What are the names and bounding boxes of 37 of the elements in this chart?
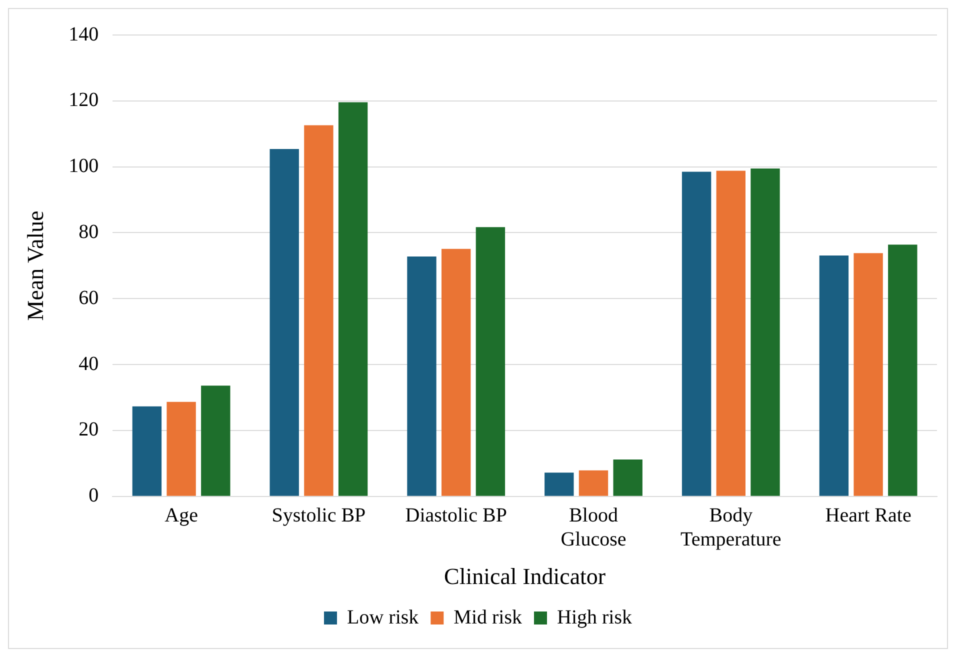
bar	[132, 406, 162, 496]
bar	[476, 227, 506, 496]
x-tick-label: Heart Rate	[825, 504, 912, 527]
legend-label: High risk	[557, 606, 632, 628]
x-tick-label: Systolic BP	[272, 504, 366, 527]
bar	[270, 149, 299, 496]
y-tick-label: 140	[68, 23, 99, 46]
y-tick-label: 60	[78, 286, 99, 309]
bar	[544, 472, 574, 496]
x-tick-label: Blood Glucose	[560, 504, 626, 551]
x-tick-label: Body Temperature	[680, 504, 782, 551]
y-tick-label: 0	[88, 484, 99, 507]
bar	[201, 386, 230, 496]
bar	[888, 244, 918, 496]
bar	[442, 248, 471, 496]
legend-label: Mid risk	[454, 606, 522, 628]
legend-label: Low risk	[347, 606, 419, 628]
y-tick-label: 80	[78, 220, 99, 243]
bar	[716, 170, 746, 496]
bar	[338, 102, 368, 496]
bar	[613, 459, 642, 496]
bar	[750, 168, 780, 496]
bar	[407, 256, 436, 496]
bar	[819, 255, 849, 496]
bar	[166, 402, 196, 496]
y-axis-title: Mean Value	[22, 210, 48, 321]
y-tick-label: 20	[78, 418, 99, 441]
bar	[854, 253, 883, 496]
x-tick-label: Age	[164, 504, 198, 527]
bar	[578, 470, 608, 496]
y-tick-label: 40	[78, 352, 99, 375]
x-axis-title: Clinical Indicator	[444, 564, 606, 590]
y-tick-label: 100	[68, 155, 99, 178]
x-tick-label: Diastolic BP	[405, 504, 507, 527]
bar	[304, 125, 334, 496]
y-tick-label: 120	[68, 89, 99, 112]
bar	[682, 172, 712, 496]
